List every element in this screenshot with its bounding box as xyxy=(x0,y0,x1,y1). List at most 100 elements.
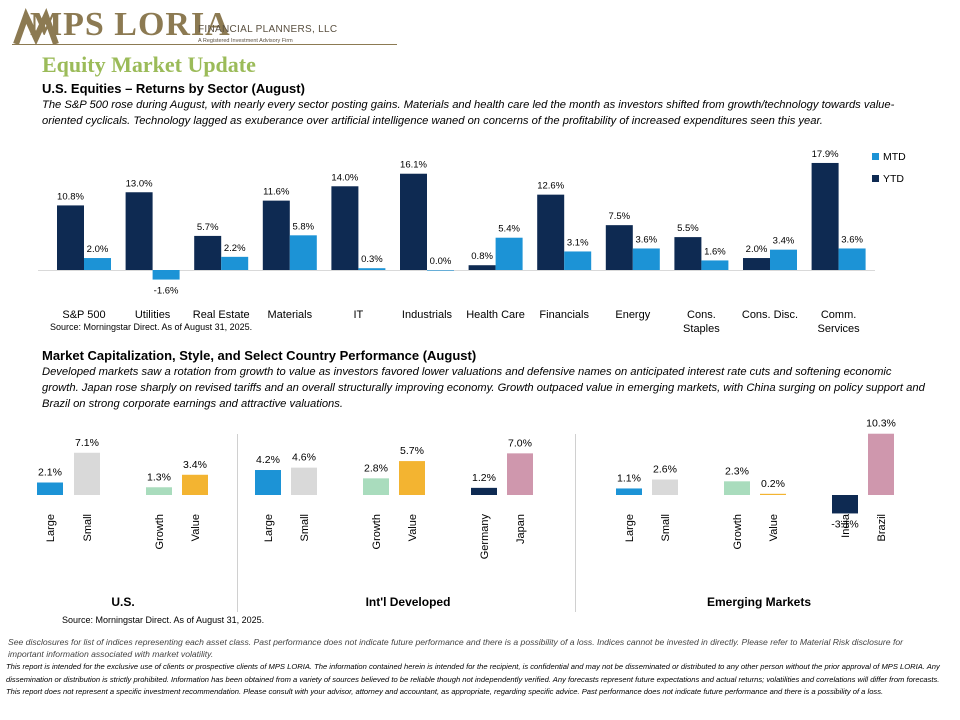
bar-mtd-industrials xyxy=(427,270,454,271)
data-label-int-l-developed-growth: 2.8% xyxy=(364,462,388,474)
bar-mtd-health-care xyxy=(495,237,523,270)
data-label-ytd-industrials: 16.1% xyxy=(400,160,427,171)
market-cap-style-chart: 2.1% Large 7.1% Small 1.3% Growth 3.4% Value U.S… xyxy=(37,418,896,612)
bar-u-s-large xyxy=(37,482,63,495)
data-label-u-s-small: 7.1% xyxy=(75,437,99,449)
category-label-s-p-500: S&P 500 xyxy=(62,309,105,321)
bar-ytd-utilities xyxy=(125,192,153,270)
bar-ytd-comm-services xyxy=(811,162,839,270)
bar-int-l-developed-growth xyxy=(363,478,389,495)
logo-tagline: A Registered Investment Advisory Firm xyxy=(198,38,293,44)
item-label-emerging-markets-india: India xyxy=(840,513,852,538)
category-label-utilities: Utilities xyxy=(135,309,171,321)
data-label-u-s-value: 3.4% xyxy=(183,459,207,471)
data-label-emerging-markets-india: -3.1% xyxy=(831,518,858,530)
data-label-emerging-markets-brazil: 10.3% xyxy=(866,418,896,430)
logo-mark-icon xyxy=(13,8,59,46)
item-label-u-s-large: Large xyxy=(45,514,57,542)
bar-ytd-health-care xyxy=(468,265,496,270)
bar-ytd-cons-staples xyxy=(674,237,702,270)
data-label-mtd-utilities: -1.6% xyxy=(154,286,179,297)
bar-emerging-markets-india xyxy=(832,495,858,514)
bar-int-l-developed-japan xyxy=(507,453,533,495)
bar-ytd-materials xyxy=(262,200,290,270)
data-label-emerging-markets-small: 2.6% xyxy=(653,464,677,476)
legend-swatch-ytd xyxy=(872,175,879,182)
item-label-int-l-developed-value: Value xyxy=(407,514,419,541)
data-label-mtd-cons-disc: 3.4% xyxy=(773,236,795,247)
bar-mtd-materials xyxy=(289,235,317,270)
data-label-emerging-markets-growth: 2.3% xyxy=(725,465,749,477)
data-label-u-s-large: 2.1% xyxy=(38,467,62,479)
bar-mtd-financials xyxy=(564,251,592,270)
logo-text: MPS LORIA xyxy=(30,6,231,43)
item-label-int-l-developed-growth: Growth xyxy=(371,514,383,549)
bar-mtd-utilities xyxy=(152,270,180,280)
category-label-health-care: Health Care xyxy=(466,309,525,321)
bar-int-l-developed-value xyxy=(399,461,425,495)
bar-ytd-financials xyxy=(537,194,565,270)
data-label-mtd-energy: 3.6% xyxy=(635,234,657,245)
bar-ytd-s-p-500 xyxy=(57,205,84,270)
category-label-financials: Financials xyxy=(539,309,589,321)
data-label-ytd-cons-staples: 5.5% xyxy=(677,223,699,234)
data-label-int-l-developed-germany: 1.2% xyxy=(472,472,496,484)
legend-label-mtd: MTD xyxy=(883,151,906,163)
bar-emerging-markets-brazil xyxy=(868,433,894,495)
data-label-ytd-energy: 7.5% xyxy=(608,211,630,222)
bar-mtd-real-estate xyxy=(221,256,249,270)
bar-ytd-industrials xyxy=(400,173,427,270)
item-label-emerging-markets-value: Value xyxy=(768,514,780,541)
disclaimer: See disclosures for list of indices repr… xyxy=(8,637,903,659)
fine-print: This report is intended for the exclusiv… xyxy=(6,662,940,696)
section1-heading: U.S. Equities – Returns by Sector (Augus… xyxy=(42,81,305,96)
item-label-int-l-developed-japan: Japan xyxy=(515,514,527,544)
bar-ytd-real-estate xyxy=(194,235,222,270)
group-label-emerging-markets: Emerging Markets xyxy=(707,595,811,609)
data-label-int-l-developed-large: 4.2% xyxy=(256,454,280,466)
data-label-int-l-developed-value: 5.7% xyxy=(400,445,424,457)
bar-mtd-it xyxy=(358,268,386,270)
item-label-u-s-growth: Growth xyxy=(154,514,166,549)
data-label-u-s-growth: 1.3% xyxy=(147,471,171,483)
category-label-it: IT xyxy=(354,309,364,321)
data-label-mtd-real-estate: 2.2% xyxy=(224,243,246,254)
logo: MPS LORIA FINANCIAL PLANNERS, LLC A Regi… xyxy=(12,6,402,50)
data-label-mtd-materials: 5.8% xyxy=(292,221,314,232)
sector-returns-chart: 10.8% 2.0% S&P 500 13.0% -1.6% Utilities 5.7% 2… xyxy=(38,149,906,335)
item-label-int-l-developed-germany: Germany xyxy=(479,514,491,560)
data-label-ytd-it: 14.0% xyxy=(331,172,358,183)
item-label-int-l-developed-large: Large xyxy=(263,514,275,542)
bar-emerging-markets-value xyxy=(760,493,786,495)
data-label-mtd-it: 0.3% xyxy=(361,254,383,265)
data-label-ytd-financials: 12.6% xyxy=(537,181,564,192)
page-title: Equity Market Update xyxy=(42,52,256,77)
bar-mtd-s-p-500 xyxy=(84,258,111,270)
category-label-industrials: Industrials xyxy=(402,309,453,321)
category-label-comm-services: Services xyxy=(818,323,861,335)
legend-label-ytd: YTD xyxy=(883,173,904,185)
category-label-comm-services: Comm. xyxy=(821,309,856,321)
data-label-mtd-comm-services: 3.6% xyxy=(841,234,863,245)
data-label-ytd-s-p-500: 10.8% xyxy=(57,191,84,202)
data-label-mtd-financials: 3.1% xyxy=(567,237,589,248)
item-label-emerging-markets-large: Large xyxy=(624,514,636,542)
bar-mtd-cons-disc xyxy=(770,249,797,270)
data-label-emerging-markets-large: 1.1% xyxy=(617,472,641,484)
bar-emerging-markets-growth xyxy=(724,481,750,495)
data-label-int-l-developed-japan: 7.0% xyxy=(508,437,532,449)
bar-ytd-energy xyxy=(605,225,633,270)
category-label-real-estate: Real Estate xyxy=(193,309,250,321)
data-label-mtd-health-care: 5.4% xyxy=(498,224,520,235)
data-label-mtd-cons-staples: 1.6% xyxy=(704,246,726,257)
data-label-int-l-developed-small: 4.6% xyxy=(292,452,316,464)
bar-mtd-energy xyxy=(632,248,660,270)
data-label-ytd-comm-services: 17.9% xyxy=(812,149,839,160)
bar-mtd-cons-staples xyxy=(701,260,729,270)
bar-int-l-developed-large xyxy=(255,470,281,495)
category-label-cons-staples: Cons. xyxy=(687,309,716,321)
logo-rule xyxy=(12,44,397,45)
data-label-ytd-materials: 11.6% xyxy=(263,187,290,198)
bar-mtd-comm-services xyxy=(838,248,866,270)
section2-paragraph: Developed markets saw a rotation from gr… xyxy=(42,366,925,410)
